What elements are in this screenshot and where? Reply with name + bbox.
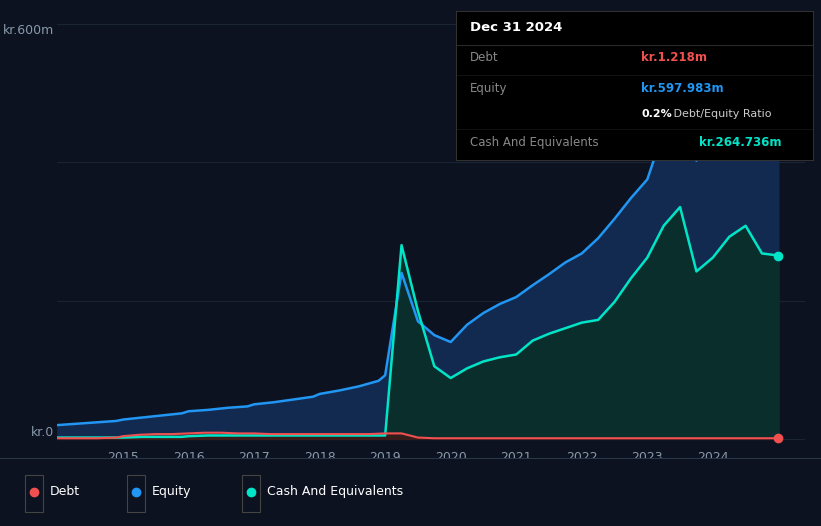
Text: kr.1.218m: kr.1.218m (641, 51, 708, 64)
Text: Debt: Debt (49, 485, 80, 498)
Text: Equity: Equity (152, 485, 191, 498)
Text: Equity: Equity (470, 83, 507, 96)
Text: kr.0: kr.0 (30, 426, 53, 439)
Bar (242, 474, 260, 512)
Text: Cash And Equivalents: Cash And Equivalents (267, 485, 403, 498)
Text: Dec 31 2024: Dec 31 2024 (470, 21, 562, 34)
Text: Debt: Debt (470, 51, 498, 64)
Text: kr.600m: kr.600m (2, 24, 53, 37)
Text: Debt/Equity Ratio: Debt/Equity Ratio (670, 109, 772, 119)
Text: Cash And Equivalents: Cash And Equivalents (470, 136, 599, 149)
Bar (127, 474, 145, 512)
Text: 0.2%: 0.2% (641, 109, 672, 119)
Text: kr.597.983m: kr.597.983m (641, 83, 724, 96)
Bar (25, 474, 43, 512)
Text: kr.264.736m: kr.264.736m (699, 136, 781, 149)
